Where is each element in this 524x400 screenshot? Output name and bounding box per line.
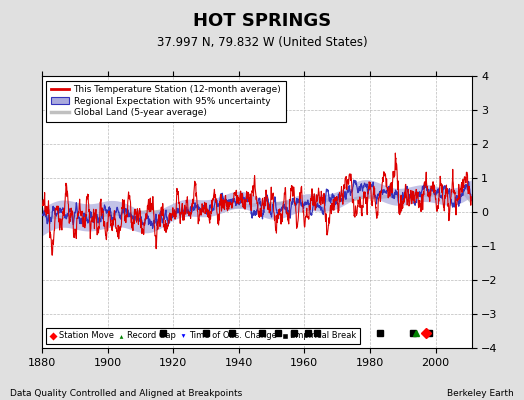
Text: Data Quality Controlled and Aligned at Breakpoints: Data Quality Controlled and Aligned at B… [10, 389, 243, 398]
Text: 37.997 N, 79.832 W (United States): 37.997 N, 79.832 W (United States) [157, 36, 367, 49]
Text: HOT SPRINGS: HOT SPRINGS [193, 12, 331, 30]
Text: Berkeley Earth: Berkeley Earth [447, 389, 514, 398]
Legend: Station Move, Record Gap, Time of Obs. Change, Empirical Break: Station Move, Record Gap, Time of Obs. C… [46, 328, 360, 344]
